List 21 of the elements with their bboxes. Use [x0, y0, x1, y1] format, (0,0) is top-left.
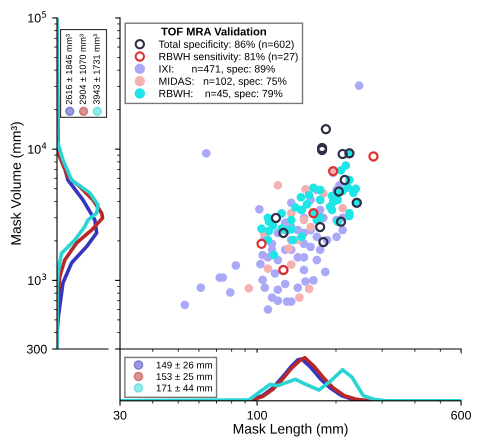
y-tick-label: 10$^{3}$ — [28, 274, 46, 285]
legend-label: RBWH sensitivity: 81% (n=27) — [159, 52, 298, 62]
text: 3943 ± 1731 mm³ — [93, 34, 100, 104]
x-tick-label: 600 — [451, 410, 472, 420]
x-tick-label: 30 — [114, 410, 126, 420]
legend-label: 171 ± 44 mm — [156, 384, 212, 392]
legend-label: MIDAS: n=102, spec: 75% — [159, 78, 286, 87]
text: 2904 ± 1070 mm³ — [80, 34, 86, 104]
y-tick-label: 300 — [26, 344, 47, 354]
legend-label: Total specificity: 86% (n=602) — [158, 40, 294, 50]
legend-label: RBWH: n=45, spec: 79% — [159, 90, 282, 100]
text: 2616 ± 1846 mm³ — [66, 34, 72, 104]
legend-label: 153 ± 25 mm — [156, 373, 212, 380]
x-axis-title: Mask Length (mm) — [234, 424, 348, 436]
legend-label: 149 ± 26 mm — [156, 362, 212, 368]
y-tick-label: 10$^{4}$ — [28, 142, 46, 154]
y-tick-label: 10$^{5}$ — [28, 11, 46, 23]
y-axis-title: Mask Volume (mm³) — [10, 122, 24, 244]
legend-label: IXI: n=471, spec: 89% — [160, 65, 275, 75]
x-tick-label: 100 — [248, 410, 268, 420]
legend-title: TOF MRA Validation — [161, 27, 266, 36]
